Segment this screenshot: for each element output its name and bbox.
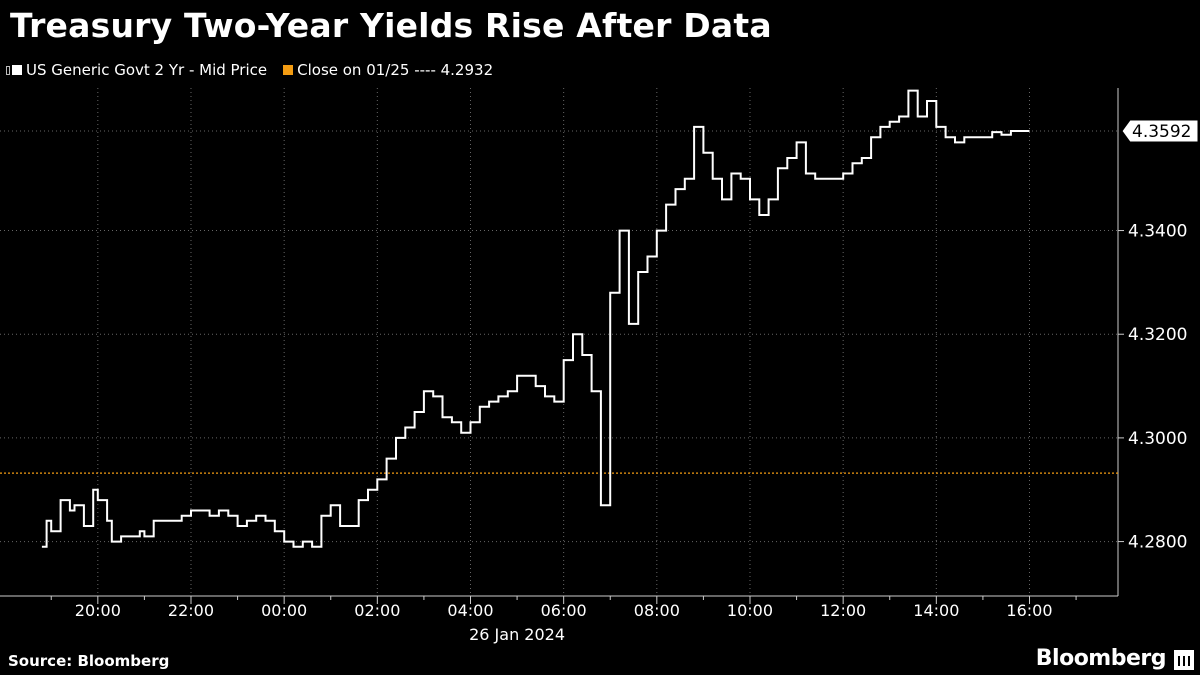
legend-item-close: Close on 01/25 ---- 4.2932 xyxy=(283,61,493,79)
date-label: 26 Jan 2024 xyxy=(469,625,565,644)
x-tick-label: 02:00 xyxy=(354,601,400,620)
x-tick-label: 06:00 xyxy=(541,601,587,620)
bloomberg-terminal-icon xyxy=(1174,650,1194,670)
series-line xyxy=(41,89,1030,548)
legend-close-label: Close on 01/25 ---- 4.2932 xyxy=(297,61,494,79)
x-tick-label: 16:00 xyxy=(1006,601,1052,620)
candle-marker-icon xyxy=(6,65,10,75)
x-tick-label: 20:00 xyxy=(75,601,121,620)
chart-legend: US Generic Govt 2 Yr - Mid Price Close o… xyxy=(6,61,509,79)
x-tick-label: 12:00 xyxy=(820,601,866,620)
close-swatch xyxy=(283,65,294,75)
source-note: Source: Bloomberg xyxy=(8,652,170,670)
chart-title: Treasury Two-Year Yields Rise After Data xyxy=(10,6,772,45)
y-tick-label: 4.3400 xyxy=(1128,222,1187,242)
last-value-tag xyxy=(1121,119,1199,143)
x-tick-label: 04:00 xyxy=(447,601,493,620)
last-value-label: 4.3592 xyxy=(1132,122,1191,142)
bloomberg-logo: Bloomberg xyxy=(1035,646,1167,671)
y-tick-label: 4.3200 xyxy=(1128,325,1187,345)
y-tick-label: 4.3000 xyxy=(1128,429,1187,449)
legend-series-label: US Generic Govt 2 Yr - Mid Price xyxy=(26,61,268,79)
x-tick-label: 14:00 xyxy=(913,601,959,620)
y-tick-label: 4.2800 xyxy=(1128,533,1187,553)
x-tick-label: 22:00 xyxy=(168,601,214,620)
x-tick-label: 00:00 xyxy=(261,601,307,620)
legend-item-series: US Generic Govt 2 Yr - Mid Price xyxy=(6,61,267,79)
x-tick-label: 08:00 xyxy=(634,601,680,620)
series-swatch xyxy=(12,65,22,75)
x-tick-label: 10:00 xyxy=(727,601,773,620)
